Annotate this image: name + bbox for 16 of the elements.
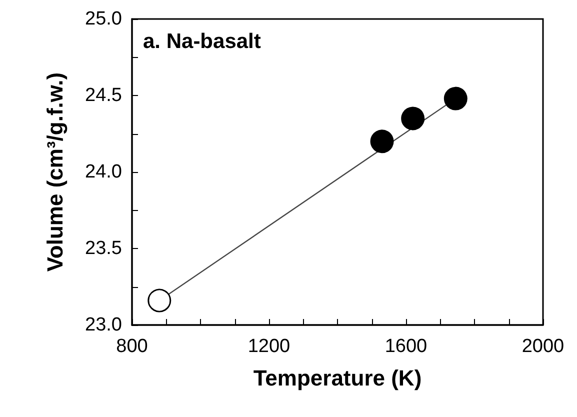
y-tick-label: 23.0 xyxy=(85,314,122,336)
text: a. Na-basalt xyxy=(143,30,261,53)
x-tick-label: 1600 xyxy=(384,336,428,357)
y-tick-label: 24.5 xyxy=(85,85,122,106)
x-tick-label: 1200 xyxy=(248,336,290,357)
x-axis-title: Temperature (K) xyxy=(253,366,422,390)
y-tick-label: 23.5 xyxy=(85,238,122,259)
x-tick-label: 800 xyxy=(116,336,148,357)
point xyxy=(370,130,394,154)
point xyxy=(148,288,172,312)
y-tick-label: 25.0 xyxy=(85,8,122,30)
y-axis-title: Volume (cm³/g.f.w.) xyxy=(42,72,68,272)
point xyxy=(401,106,425,130)
x-tick-label: 2000 xyxy=(522,336,564,357)
y-tick-label: 24.0 xyxy=(85,162,122,182)
point xyxy=(444,86,468,110)
